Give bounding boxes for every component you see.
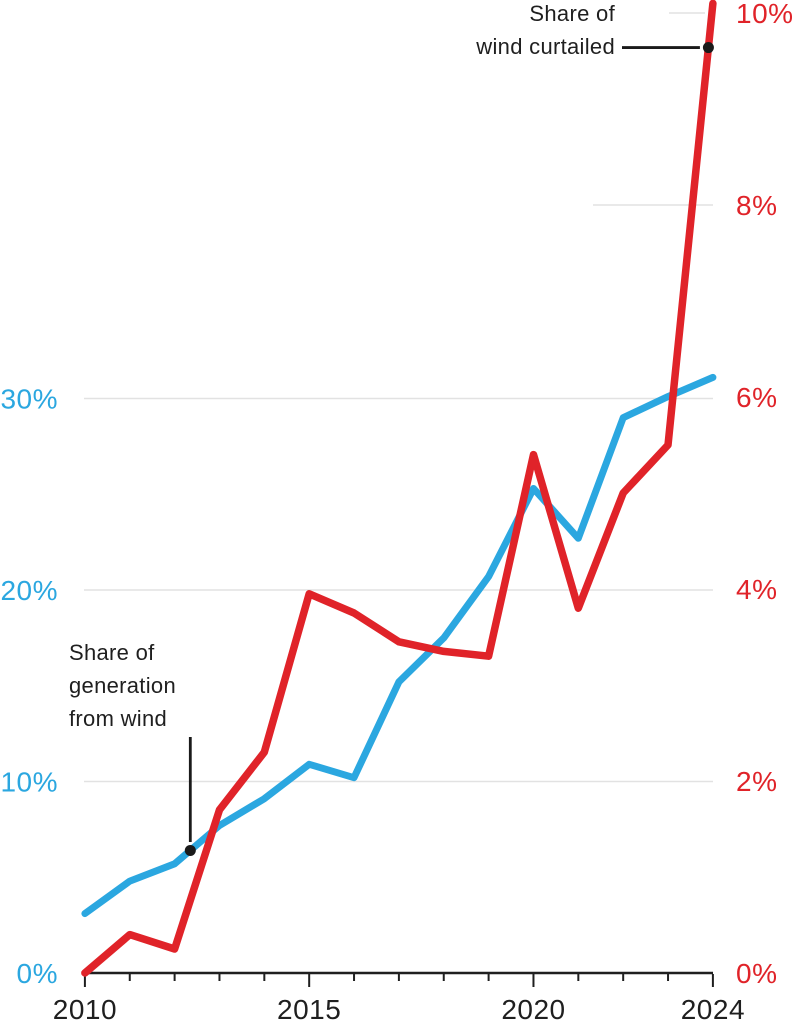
left-axis-tick-label: 20% (0, 575, 58, 606)
right-axis-tick-label: 0% (736, 958, 777, 989)
annotation-line: from wind (69, 706, 168, 731)
annotation-line: Share of (69, 640, 155, 665)
right-axis-tick-label: 6% (736, 382, 777, 413)
annotation-leaders (184, 42, 714, 856)
right-axis-tick-label: 10% (736, 0, 794, 29)
right-axis-tick-label: 8% (736, 190, 777, 221)
curtailed-annotation-dot (702, 42, 714, 54)
x-axis-year-label: 2015 (277, 994, 341, 1024)
annotation-generation-label: Share of generation from wind (69, 636, 176, 735)
x-axis-year-label: 2010 (53, 994, 117, 1024)
left-axis-tick-label: 10% (0, 766, 58, 797)
annotation-line: generation (69, 673, 176, 698)
annotation-line: wind curtailed (476, 34, 615, 59)
annotation-curtailed-label: Share of wind curtailed (476, 0, 615, 63)
gridlines (84, 12, 713, 783)
annotation-line: Share of (529, 1, 615, 26)
x-axis-year-label: 2024 (681, 994, 745, 1024)
generation-annotation-dot (184, 844, 196, 856)
x-axis-year-label: 2020 (501, 994, 565, 1024)
right-axis-tick-labels: 0% 2% 4% 6% 8% 10% (736, 0, 794, 989)
right-axis-tick-label: 4% (736, 574, 777, 605)
right-axis-tick-label: 2% (736, 766, 777, 797)
left-axis-tick-label: 30% (0, 383, 58, 414)
curtailed-line (81, 0, 717, 977)
left-axis-tick-label: 0% (17, 958, 58, 989)
x-axis: 2010 2015 2020 2024 (53, 971, 745, 1024)
data-lines (81, 0, 717, 977)
left-axis-tick-labels: 0% 10% 20% 30% (0, 383, 58, 989)
